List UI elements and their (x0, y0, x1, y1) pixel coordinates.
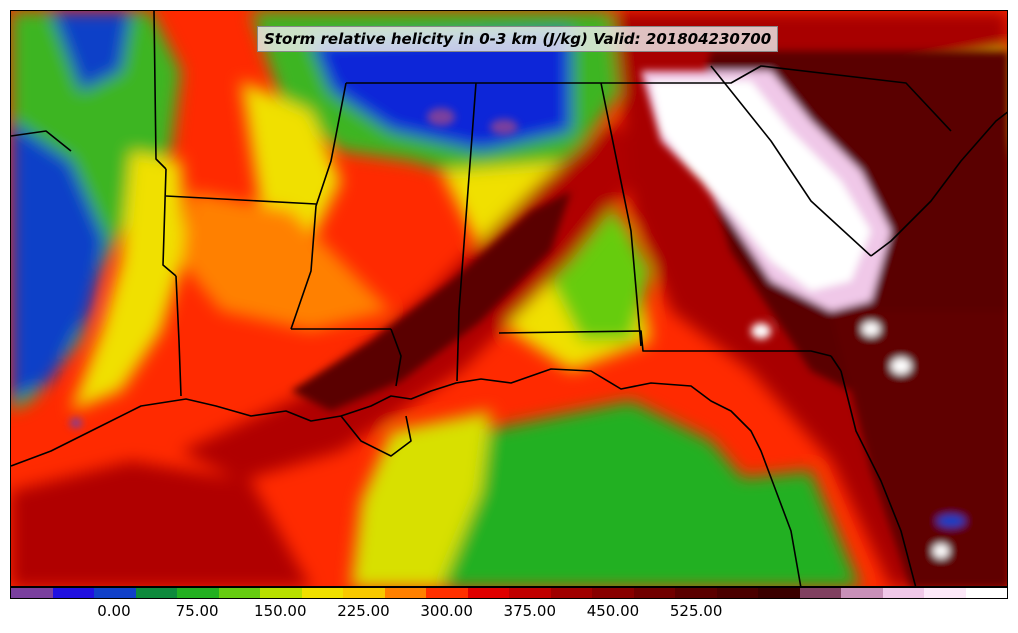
colorbar-swatch (675, 588, 717, 598)
boundary-tx-coast (11, 368, 802, 586)
colorbar-swatch (509, 588, 551, 598)
field-blue-west (11, 121, 106, 401)
colorbar-swatch (965, 588, 1007, 598)
field-green-gulf (441, 401, 771, 586)
boundary-ar-ms-river (290, 82, 347, 330)
colorbar-swatch (758, 588, 800, 598)
colorbar-swatch (467, 588, 509, 598)
field-yellow-west (71, 151, 186, 411)
colorbar-swatch (177, 588, 219, 598)
field-white-cloud (651, 81, 871, 291)
field-darkred-sw (11, 461, 310, 586)
boundary-la-delta (340, 415, 412, 457)
boundary-tx-ar (162, 168, 177, 277)
field-white-spot-3 (891, 358, 911, 374)
colorbar-tick-label: 300.00 (420, 602, 473, 620)
colorbar-swatch (11, 588, 53, 598)
colorbar-swatch (94, 588, 136, 598)
colorbar-swatch (592, 588, 634, 598)
field-white-spot-1 (751, 323, 771, 339)
colorbar-swatch (716, 588, 758, 598)
boundary-ok-ar (165, 195, 317, 205)
colorbar (10, 587, 1008, 599)
colorbar-swatch (924, 588, 966, 598)
field-white-spot-2 (862, 322, 880, 336)
boundaries (11, 11, 1007, 586)
field-white-spot-4 (933, 544, 949, 558)
colorbar-swatch (799, 588, 841, 598)
colorbar-swatch (135, 588, 177, 598)
map-panel: Storm relative helicity in 0-3 km (J/kg)… (10, 10, 1008, 587)
field-blue-spot-se (937, 515, 965, 527)
boundary-ok-tx-north (153, 11, 167, 170)
colorbar-tick-label: 450.00 (586, 602, 640, 620)
colorbar-swatch (426, 588, 468, 598)
boundary-al-ga (600, 82, 642, 347)
colorbar-swatch (52, 588, 94, 598)
colorbar-swatch (882, 588, 924, 598)
field-yellow-gulf (351, 411, 491, 586)
helicity-map (11, 11, 1007, 586)
boundary-ga-sc (710, 65, 872, 257)
colorbar-swatch (633, 588, 675, 598)
colorbar-swatch (384, 588, 426, 598)
colorbar-swatch (550, 588, 592, 598)
colorbar-tick-label: 525.00 (669, 602, 723, 620)
field-purple-spot-2 (490, 119, 518, 135)
field-blue-nw (51, 11, 131, 91)
title-box: Storm relative helicity in 0-3 km (J/kg)… (257, 26, 779, 52)
colorbar-tick-labels: 0.00 75.00 150.00 225.00 300.00 375.00 450.00 5… (10, 602, 1008, 624)
field-blue-spot-tx (70, 418, 82, 428)
boundary-ok-north-stub (11, 130, 72, 152)
boundary-ga-fl-east (830, 355, 842, 372)
boundary-tx-la (175, 275, 182, 397)
boundary-tn-north (586, 65, 952, 132)
boundary-al-fl (498, 330, 832, 357)
boundary-fl-east-coast (840, 370, 917, 586)
colorbar-tick-label: 0.00 (97, 602, 131, 620)
field-orange-mid (181, 191, 391, 331)
boundary-la-ms (390, 328, 402, 387)
colorbar-swatch (218, 588, 260, 598)
colorbar-swatch (343, 588, 385, 598)
colorbar-tick-label: 225.00 (337, 602, 390, 620)
map-title: Storm relative helicity in 0-3 km (J/kg)… (264, 30, 772, 48)
colorbar-tick-label: 150.00 (254, 602, 307, 620)
boundary-ms-al (456, 82, 477, 382)
boundary-atlantic-coast (870, 111, 1007, 257)
colorbar-swatch (841, 588, 883, 598)
field-maroon-se (831, 311, 1007, 586)
colorbar-tick-label: 375.00 (503, 602, 557, 620)
field-green-gulf-east (711, 471, 861, 586)
colorbar-swatch (260, 588, 302, 598)
colorbar-swatch (301, 588, 343, 598)
field-maroon-axis (291, 191, 571, 411)
colorbar-tick-label: 75.00 (175, 602, 219, 620)
field-purple-spot-1 (427, 108, 455, 126)
